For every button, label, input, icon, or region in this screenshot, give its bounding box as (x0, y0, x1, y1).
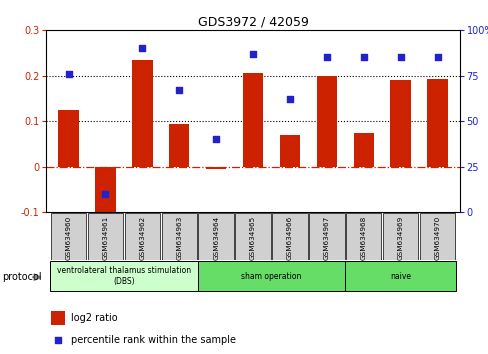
Text: GSM634961: GSM634961 (102, 216, 108, 260)
Bar (345, 261, 455, 291)
Bar (346, 213, 381, 260)
Text: GSM634960: GSM634960 (65, 216, 71, 260)
Text: GSM634964: GSM634964 (213, 216, 219, 260)
Point (396, 55, 404, 60)
Point (359, 55, 367, 60)
Text: naive: naive (389, 272, 410, 281)
Text: ventrolateral thalamus stimulation
(DBS): ventrolateral thalamus stimulation (DBS) (57, 267, 191, 286)
Bar (308, 213, 344, 260)
Bar (316, 76, 336, 167)
Bar (419, 213, 454, 260)
Text: GSM634969: GSM634969 (397, 216, 403, 260)
Point (54, 337, 61, 343)
Bar (132, 60, 152, 167)
Point (138, 45, 146, 51)
Point (248, 51, 257, 57)
Bar (51, 213, 86, 260)
Bar (205, 167, 226, 169)
Point (175, 87, 183, 93)
Bar (235, 213, 270, 260)
Text: percentile rank within the sample: percentile rank within the sample (71, 335, 236, 346)
Bar (169, 124, 189, 167)
Point (102, 191, 109, 197)
Text: GSM634962: GSM634962 (139, 216, 145, 260)
Bar (50, 261, 197, 291)
Text: log2 ratio: log2 ratio (71, 313, 118, 323)
Bar (382, 213, 418, 260)
Text: protocol: protocol (2, 272, 42, 282)
Bar (161, 213, 197, 260)
Bar (95, 167, 115, 219)
Bar (279, 135, 300, 167)
Point (285, 97, 293, 102)
Bar (197, 261, 345, 291)
Text: sham operation: sham operation (241, 272, 301, 281)
Title: GDS3972 / 42059: GDS3972 / 42059 (197, 16, 308, 29)
Bar (88, 213, 123, 260)
Text: GSM634963: GSM634963 (176, 216, 182, 260)
Bar (272, 213, 307, 260)
Text: GSM634965: GSM634965 (249, 216, 256, 260)
Bar (353, 133, 373, 167)
Bar (51, 312, 65, 325)
Point (322, 55, 330, 60)
Bar (427, 79, 447, 167)
Bar (124, 213, 160, 260)
Text: GSM634970: GSM634970 (434, 216, 440, 260)
Bar (198, 213, 233, 260)
Bar (59, 110, 79, 167)
Bar (243, 73, 263, 167)
Bar (390, 80, 410, 167)
Point (433, 55, 441, 60)
Text: GSM634967: GSM634967 (323, 216, 329, 260)
Point (64, 71, 72, 77)
Text: GSM634968: GSM634968 (360, 216, 366, 260)
Text: GSM634966: GSM634966 (286, 216, 292, 260)
Point (212, 137, 220, 142)
